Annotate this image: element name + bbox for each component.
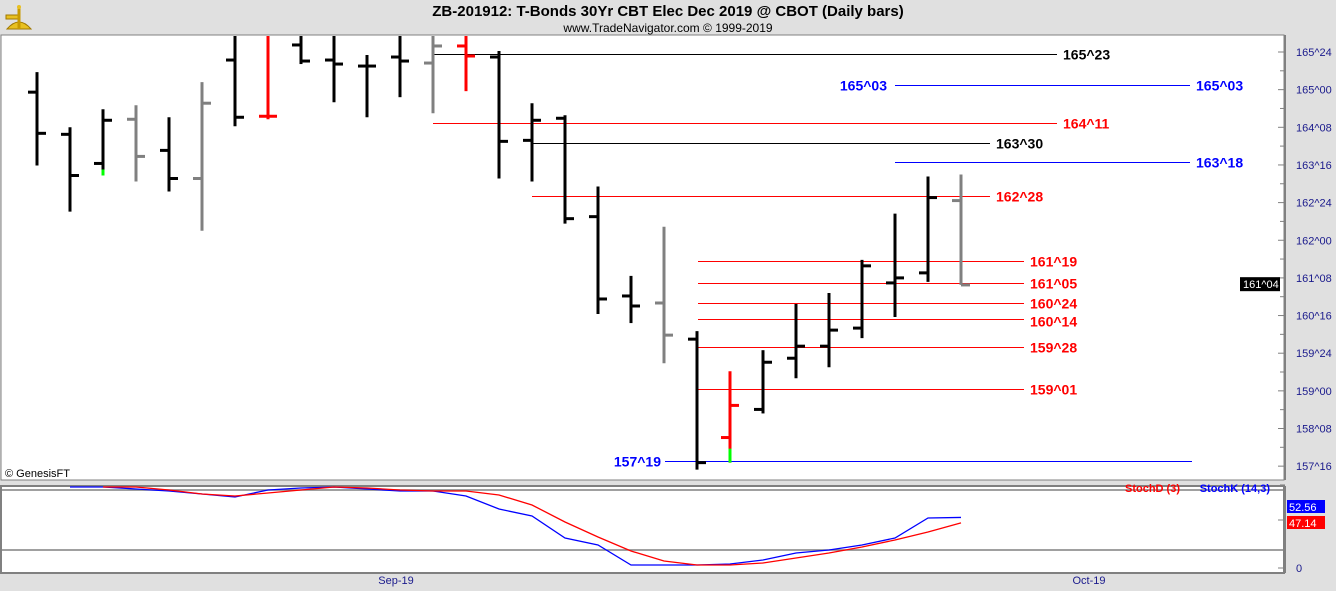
price-level-label: 163^18 [1196, 155, 1243, 171]
ohlc-bar [424, 36, 442, 114]
ohlc-bar [721, 371, 739, 463]
ohlc-bar [919, 176, 937, 282]
price-level-label: 161^05 [1030, 276, 1077, 292]
last-price-badge [1240, 277, 1280, 292]
chart-title: ZB-201912: T-Bonds 30Yr CBT Elec Dec 201… [432, 3, 904, 20]
ohlc-bar [655, 226, 673, 364]
price-level-label: 164^11 [1063, 116, 1110, 132]
price-level-label: 159^01 [1030, 382, 1077, 398]
ohlc-bar [358, 55, 376, 118]
chart-subtitle: www.TradeNavigator.com © 1999-2019 [563, 21, 773, 35]
stochK-value-badge [1287, 500, 1325, 513]
ohlc-bar [259, 36, 277, 120]
price-level-label: 160^14 [1030, 314, 1077, 330]
price-tick-label: 164^08 [1296, 122, 1332, 134]
price-tick-label: 165^00 [1296, 85, 1332, 97]
ohlc-bar [457, 36, 475, 92]
price-level-label: 165^03 [1196, 78, 1243, 94]
legend-stochK: StochK (14,3) [1200, 483, 1271, 495]
price-level-label-left: 165^03 [840, 78, 887, 94]
ohlc-bar [754, 350, 772, 414]
price-tick-label: 162^24 [1296, 198, 1332, 210]
last-price-label: 161^04 [1243, 279, 1279, 291]
price-tick-label: 157^16 [1296, 461, 1332, 473]
stoch-panel [0, 485, 1285, 574]
price-level-label: 161^19 [1030, 254, 1077, 270]
ohlc-bar [127, 105, 145, 182]
x-tick-label: Oct-19 [1072, 575, 1105, 587]
ohlc-bar [292, 36, 310, 65]
price-level-label: 159^28 [1030, 340, 1077, 356]
price-tick-label: 165^24 [1296, 47, 1332, 59]
price-panel [0, 34, 1285, 481]
price-tick-label: 160^16 [1296, 311, 1332, 323]
sextant-logo-icon [5, 5, 33, 30]
ohlc-bar [193, 82, 211, 231]
stoch-line [103, 486, 962, 566]
price-tick-label: 163^16 [1296, 160, 1332, 172]
stochD-value-badge [1287, 516, 1325, 529]
ohlc-bar [622, 275, 640, 324]
legend-stochD: StochD (3) [1125, 483, 1180, 495]
ohlc-bar [952, 174, 970, 287]
price-level-label: 163^30 [996, 136, 1043, 152]
price-tick-label: 161^08 [1296, 273, 1332, 285]
ohlc-bar [490, 50, 508, 179]
stoch-axis-tick: 0 [1296, 563, 1302, 575]
ohlc-bar [853, 259, 871, 339]
ohlc-bar [787, 304, 805, 379]
ohlc-bar [391, 36, 409, 98]
ohlc-bar [94, 109, 112, 176]
ohlc-bar [28, 72, 46, 166]
ohlc-bar [820, 292, 838, 368]
copyright-label: © GenesisFT [5, 468, 70, 480]
price-tick-label: 159^24 [1296, 348, 1332, 360]
stochD-value-label: 47.14 [1289, 518, 1317, 530]
price-level-label-left: 157^19 [614, 454, 661, 470]
stochK-value-label: 52.56 [1289, 502, 1317, 514]
ohlc-bar [160, 117, 178, 192]
ohlc-bar [325, 36, 343, 103]
price-tick-label: 159^00 [1296, 386, 1332, 398]
ohlc-bar [886, 213, 904, 318]
price-tick-label: 158^08 [1296, 424, 1332, 436]
ohlc-bar [556, 115, 574, 224]
ohlc-bar [688, 331, 706, 470]
price-level-label: 160^24 [1030, 296, 1077, 312]
ohlc-bar [226, 36, 244, 127]
ohlc-bar [589, 186, 607, 315]
price-tick-label: 162^00 [1296, 235, 1332, 247]
ohlc-bar [61, 127, 79, 212]
price-level-label: 162^28 [996, 189, 1043, 205]
price-level-label: 165^23 [1063, 47, 1110, 63]
x-tick-label: Sep-19 [378, 575, 413, 587]
ohlc-bar [523, 103, 541, 182]
